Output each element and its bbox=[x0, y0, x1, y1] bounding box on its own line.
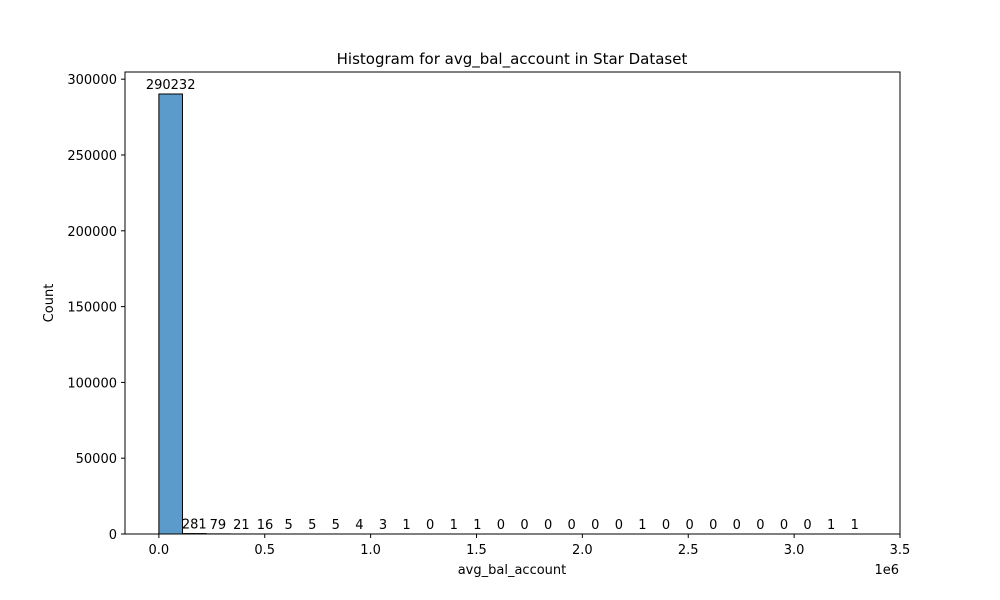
bar-value-label: 1 bbox=[827, 518, 835, 533]
bar-value-label: 1 bbox=[851, 518, 859, 533]
histogram-bar bbox=[158, 93, 183, 535]
x-tick-label: 1.5 bbox=[466, 543, 487, 558]
y-tick-label: 200000 bbox=[67, 225, 117, 240]
y-tick-label: 300000 bbox=[67, 73, 117, 88]
bar-value-label: 5 bbox=[284, 518, 292, 533]
bar-value-label: 0 bbox=[756, 518, 764, 533]
bar-value-label: 3 bbox=[379, 518, 387, 533]
bar-value-label: 0 bbox=[591, 518, 599, 533]
bar-value-label: 0 bbox=[685, 518, 693, 533]
y-tick-label: 250000 bbox=[67, 149, 117, 164]
bar-value-label: 1 bbox=[638, 518, 646, 533]
bar-value-label: 5 bbox=[332, 518, 340, 533]
bar-value-label: 0 bbox=[520, 518, 528, 533]
bar-value-label: 16 bbox=[257, 518, 274, 533]
x-tick-label: 3.5 bbox=[890, 543, 911, 558]
bar-value-label: 0 bbox=[780, 518, 788, 533]
x-tick-label: 0.5 bbox=[254, 543, 275, 558]
x-tick-label: 3.0 bbox=[784, 543, 805, 558]
bar-value-label: 281 bbox=[182, 518, 207, 533]
bar-value-label: 0 bbox=[544, 518, 552, 533]
bar-value-label: 0 bbox=[662, 518, 670, 533]
bar-value-label: 0 bbox=[497, 518, 505, 533]
axes: 0.0 0.5 1.0 1.5 2.0 2.5 3.0 3.50500001000001500… bbox=[67, 73, 910, 558]
bar-value-label: 0 bbox=[709, 518, 717, 533]
bar-value-label: 79 bbox=[210, 518, 227, 533]
x-tick-label: 1.0 bbox=[360, 543, 381, 558]
x-tick-label: 2.5 bbox=[678, 543, 699, 558]
bar-value-label: 4 bbox=[355, 518, 363, 533]
x-tick-label: 2.0 bbox=[572, 543, 593, 558]
plot-frame bbox=[124, 71, 901, 535]
bar-value-label: 290232 bbox=[146, 78, 196, 93]
y-axis-label: Count bbox=[42, 284, 57, 323]
bar-value-label: 0 bbox=[426, 518, 434, 533]
bar-value-label: 0 bbox=[568, 518, 576, 533]
y-tick-label: 150000 bbox=[67, 301, 117, 316]
bar-value-label: 0 bbox=[803, 518, 811, 533]
x-tick-label: 0.0 bbox=[149, 543, 170, 558]
chart-title: Histogram for avg_bal_account in Star Da… bbox=[337, 50, 688, 69]
y-tick-label: 50000 bbox=[76, 452, 117, 467]
y-tick-label: 100000 bbox=[67, 376, 117, 391]
bar-value-label: 0 bbox=[615, 518, 623, 533]
bar-value-label: 1 bbox=[473, 518, 481, 533]
bar-value-label: 1 bbox=[402, 518, 410, 533]
x-axis-offset-text: 1e6 bbox=[874, 563, 899, 578]
bar-value-label: 5 bbox=[308, 518, 316, 533]
bar-value-label: 21 bbox=[233, 518, 250, 533]
bar-value-label: 0 bbox=[733, 518, 741, 533]
x-axis-label: avg_bal_account bbox=[458, 563, 567, 578]
y-tick-label: 0 bbox=[109, 528, 117, 543]
bar-value-label: 1 bbox=[450, 518, 458, 533]
